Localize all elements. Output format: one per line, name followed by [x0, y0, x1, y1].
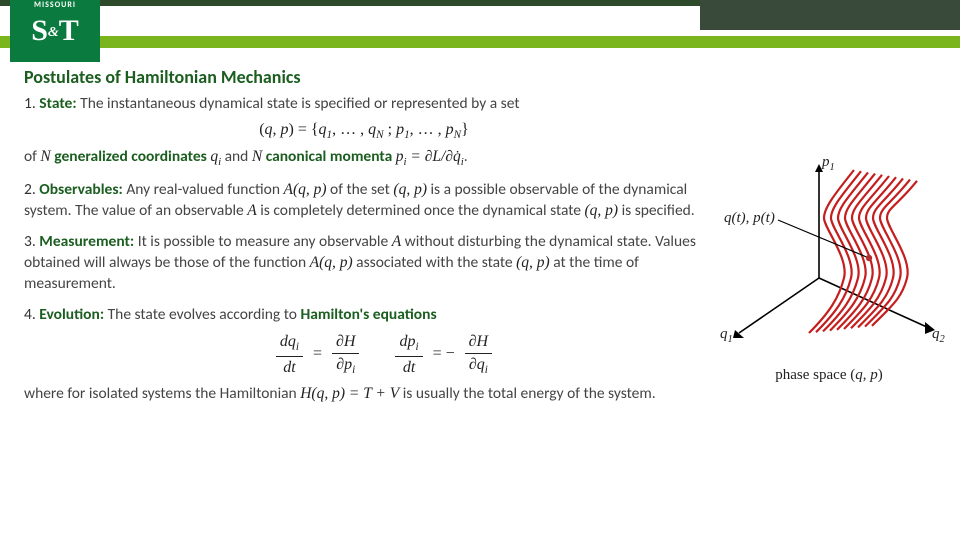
phase-space-figure: p1 q(t), p(t) q1 q2 phase space (q, p) [704, 158, 954, 388]
postulate-1: 1. State: The instantaneous dynamical st… [24, 94, 704, 170]
figure-caption: phase space (q, p) [704, 367, 954, 384]
postulate-2-head: Observables: [39, 180, 123, 199]
header-bar [0, 0, 960, 48]
postulate-3-head: Measurement: [39, 232, 134, 251]
university-logo: MISSOURI S&T [10, 0, 100, 62]
logo-st-text: S&T [31, 16, 79, 46]
state-set-equation: (q, p) = {q1, … , qN ; p1, … , pN} [24, 119, 704, 143]
postulate-3: 3. Measurement: It is possible to measur… [24, 232, 704, 295]
postulate-4: 4. Evolution: The state evolves accordin… [24, 305, 744, 406]
axis-label-q1: q1 [720, 326, 733, 345]
logo-missouri-text: MISSOURI [34, 0, 76, 10]
phase-space-svg [704, 158, 954, 363]
hamiltons-equations-label: Hamilton's equations [300, 305, 436, 324]
slide-content: Postulates of Hamiltonian Mechanics 1. S… [0, 48, 960, 425]
axis-label-p1: p1 [822, 154, 835, 173]
header-shadow [700, 0, 960, 30]
hamiltons-equations: dqidt = ∂H∂pi dpidt = − ∂H∂qi [24, 331, 744, 378]
slide-title: Postulates of Hamiltonian Mechanics [24, 66, 942, 88]
postulate-4-head: Evolution: [39, 305, 104, 324]
canonical-momenta-label: canonical momenta [262, 147, 396, 166]
postulate-1-head: State: [39, 94, 76, 113]
trajectory-label: q(t), p(t) [724, 210, 775, 227]
postulate-2: 2. Observables: Any real-valued function… [24, 180, 704, 222]
generalized-coordinates-label: generalized coordinates [51, 147, 211, 166]
axis-label-q2: q2 [932, 326, 945, 345]
